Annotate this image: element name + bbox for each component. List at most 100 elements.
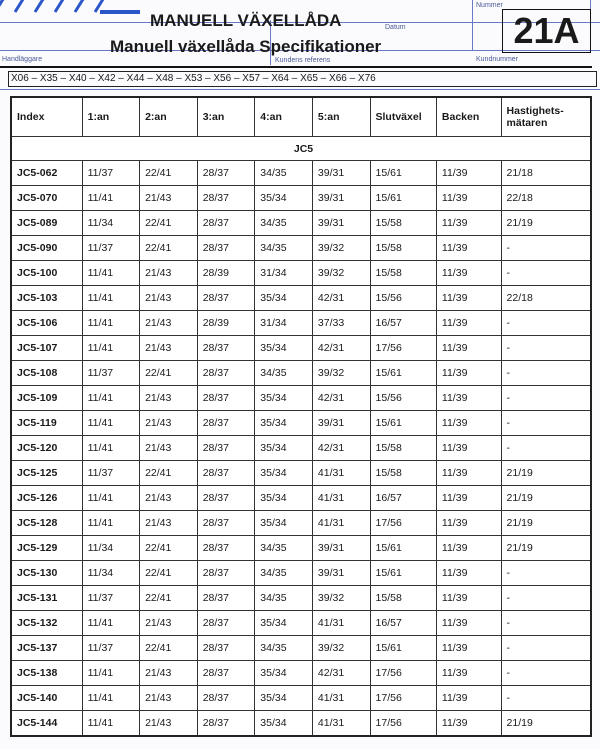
table-cell: 15/56 — [369, 385, 437, 411]
table-cell: 39/32 — [311, 235, 371, 261]
table-cell: 39/32 — [311, 635, 371, 661]
table-cell: 28/37 — [196, 535, 256, 561]
table-cell: - — [500, 310, 592, 336]
table-cell: 22/41 — [139, 210, 198, 236]
table-cell: 11/39 — [435, 310, 502, 336]
table-cell: 28/37 — [196, 385, 256, 411]
table-row: JC5-129 11/34 22/41 28/37 34/35 39/31 15/61 11/… — [10, 535, 592, 561]
table-cell: 41/31 — [311, 510, 371, 536]
index-cell: JC5-106 — [10, 310, 83, 336]
table-cell: 39/31 — [311, 535, 371, 561]
index-cell: JC5-144 — [10, 710, 83, 737]
index-cell: JC5-132 — [10, 610, 83, 636]
form-divider — [270, 20, 271, 65]
table-cell: 34/35 — [254, 635, 313, 661]
index-cell: JC5-126 — [10, 485, 83, 511]
table-cell: 39/31 — [311, 410, 371, 436]
section-code: 21A — [502, 9, 591, 53]
label-datum: Datum — [385, 24, 406, 31]
table-cell: 22/41 — [139, 560, 198, 586]
table-cell: 11/39 — [435, 160, 502, 186]
table-cell: 15/58 — [369, 210, 437, 236]
table-cell: 11/41 — [81, 660, 141, 686]
table-cell: 11/39 — [435, 610, 502, 636]
table-cell: 11/41 — [81, 185, 141, 211]
index-cell: JC5-108 — [10, 360, 83, 386]
table-cell: 11/39 — [435, 560, 502, 586]
table-cell: 11/39 — [435, 685, 502, 711]
table-row: JC5-125 11/37 22/41 28/37 35/34 41/31 15/58 11/… — [10, 460, 592, 486]
table-cell: 28/37 — [196, 335, 256, 361]
column-header: 1:an — [81, 96, 141, 137]
table-cell: 16/57 — [369, 485, 437, 511]
table-cell: 42/31 — [311, 660, 371, 686]
table-cell: 41/31 — [311, 460, 371, 486]
table-cell: 42/31 — [311, 285, 371, 311]
table-cell: 28/37 — [196, 435, 256, 461]
table-cell: 35/34 — [254, 410, 313, 436]
table-cell: 15/61 — [369, 560, 437, 586]
table-cell: 21/43 — [139, 410, 198, 436]
table-row: JC5-132 11/41 21/43 28/37 35/34 41/31 16/57 11/… — [10, 610, 592, 636]
table-cell: 22/41 — [139, 460, 198, 486]
table-row: JC5-062 11/37 22/41 28/37 34/35 39/31 15/61 11/… — [10, 160, 592, 186]
index-cell: JC5-137 — [10, 635, 83, 661]
column-header: 4:an — [254, 96, 313, 137]
group-row: JC5 — [10, 136, 592, 161]
table-cell: 21/43 — [139, 710, 198, 737]
index-cell: JC5-120 — [10, 435, 83, 461]
table-cell: 11/39 — [435, 485, 502, 511]
table-row: JC5-138 11/41 21/43 28/37 35/34 42/31 17/56 11/… — [10, 660, 592, 686]
table-cell: 15/58 — [369, 435, 437, 461]
table-cell: 11/39 — [435, 335, 502, 361]
table-cell: 21/18 — [500, 160, 592, 186]
table-cell: 11/37 — [81, 160, 141, 186]
table-row: JC5-109 11/41 21/43 28/37 35/34 42/31 15/56 11/… — [10, 385, 592, 411]
table-cell: 11/39 — [435, 360, 502, 386]
table-cell: - — [500, 635, 592, 661]
table-cell: 28/37 — [196, 210, 256, 236]
table-cell: - — [500, 685, 592, 711]
table-cell: 11/34 — [81, 210, 141, 236]
column-header: 3:an — [196, 96, 256, 137]
table-cell: 41/31 — [311, 685, 371, 711]
table-cell: 35/34 — [254, 685, 313, 711]
index-cell: JC5-109 — [10, 385, 83, 411]
table-row: JC5-100 11/41 21/43 28/39 31/34 39/32 15/58 11/… — [10, 260, 592, 286]
table-cell: 41/31 — [311, 710, 371, 737]
table-cell: 21/43 — [139, 610, 198, 636]
column-header: Index — [10, 96, 83, 137]
index-cell: JC5-070 — [10, 185, 83, 211]
table-cell: 11/34 — [81, 560, 141, 586]
table-cell: 34/35 — [254, 210, 313, 236]
table-cell: 11/37 — [81, 585, 141, 611]
table-cell: 42/31 — [311, 435, 371, 461]
table-cell: 11/39 — [435, 385, 502, 411]
table-cell: 15/56 — [369, 285, 437, 311]
form-line — [0, 89, 600, 90]
table-row: JC5-131 11/37 22/41 28/37 34/35 39/32 15/58 11/… — [10, 585, 592, 611]
index-cell: JC5-140 — [10, 685, 83, 711]
table-cell: 21/43 — [139, 510, 198, 536]
table-cell: 21/43 — [139, 185, 198, 211]
table-cell: 11/41 — [81, 610, 141, 636]
table-cell: 21/43 — [139, 685, 198, 711]
table-cell: 11/37 — [81, 460, 141, 486]
table-cell: 35/34 — [254, 610, 313, 636]
table-cell: 11/39 — [435, 435, 502, 461]
table-cell: 28/37 — [196, 635, 256, 661]
label-nummer: Nummer — [476, 2, 503, 9]
table-cell: 21/43 — [139, 335, 198, 361]
table-cell: 28/37 — [196, 660, 256, 686]
page-subtitle: Manuell växellåda Specifikationer — [110, 37, 382, 56]
table-cell: 11/41 — [81, 285, 141, 311]
table-cell: 21/43 — [139, 285, 198, 311]
table-cell: 11/41 — [81, 385, 141, 411]
table-cell: - — [500, 660, 592, 686]
table-cell: 11/41 — [81, 710, 141, 737]
table-cell: 35/34 — [254, 660, 313, 686]
table-cell: 28/37 — [196, 360, 256, 386]
model-list: X06 – X35 – X40 – X42 – X44 – X48 – X53 … — [8, 71, 597, 87]
group-label: JC5 — [10, 136, 592, 161]
spec-table: Index 1:an 2:an 3:an 4:an 5:an Slutväxel Backen… — [10, 96, 592, 737]
